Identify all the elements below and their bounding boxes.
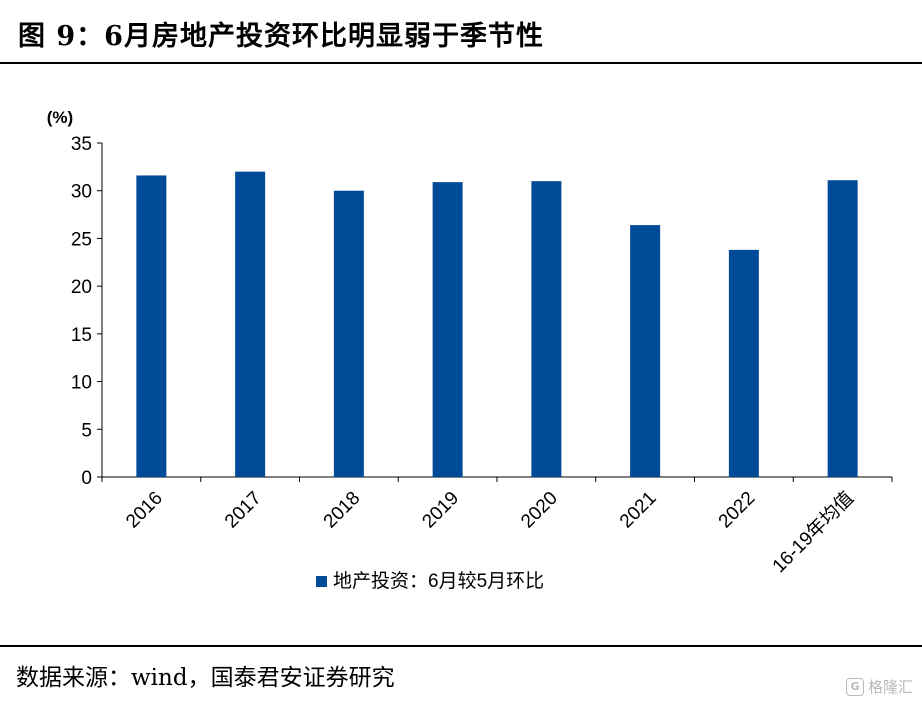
bar: [531, 181, 562, 477]
top-rule: [0, 62, 922, 64]
y-tick-label: 0: [81, 468, 92, 489]
x-tick-label: 2017: [221, 488, 266, 533]
x-tick-label: 2022: [715, 488, 760, 533]
x-tick-label: 2018: [320, 488, 365, 533]
y-tick-label: 35: [71, 134, 92, 155]
x-axis: 2016 2017 2018 2019 2020 2021 2022 16-19年均值: [101, 476, 893, 577]
y-tick-label: 10: [71, 373, 92, 394]
legend-label: 地产投资：6月较5月环比: [333, 570, 544, 592]
legend-swatch: [316, 576, 327, 587]
bar: [432, 182, 463, 477]
bar: [827, 180, 858, 477]
source-note: 数据来源：wind，国泰君安证券研究: [16, 665, 395, 691]
bar: [728, 249, 759, 477]
y-tick-label: 30: [71, 182, 92, 203]
y-tick-label: 20: [71, 277, 92, 298]
x-tick-label: 2019: [418, 488, 463, 533]
watermark-text: 格隆汇: [868, 678, 914, 696]
bottom-rule: [0, 645, 922, 647]
figure-title: 图 9：6月房地产投资环比明显弱于季节性: [18, 21, 544, 52]
bar: [630, 225, 661, 477]
watermark: G 格隆汇: [846, 676, 913, 697]
x-tick-label: 16-19年均值: [768, 487, 858, 577]
y-tick-label: 15: [71, 325, 92, 346]
y-tick-label: 5: [81, 420, 92, 441]
bar: [235, 171, 266, 477]
y-axis-unit-label: (%): [47, 108, 73, 127]
x-tick-label: 2016: [122, 488, 167, 533]
bar: [333, 190, 364, 477]
bar-series: [136, 171, 858, 477]
bar: [136, 175, 167, 477]
y-axis: 0 5 10 15 20 25 30 35: [71, 134, 103, 489]
y-tick-label: 25: [71, 229, 92, 250]
x-tick-label: 2020: [517, 488, 562, 533]
x-tick-label: 2021: [616, 488, 661, 533]
watermark-logo-icon: G: [846, 677, 864, 696]
legend: 地产投资：6月较5月环比: [316, 570, 544, 592]
